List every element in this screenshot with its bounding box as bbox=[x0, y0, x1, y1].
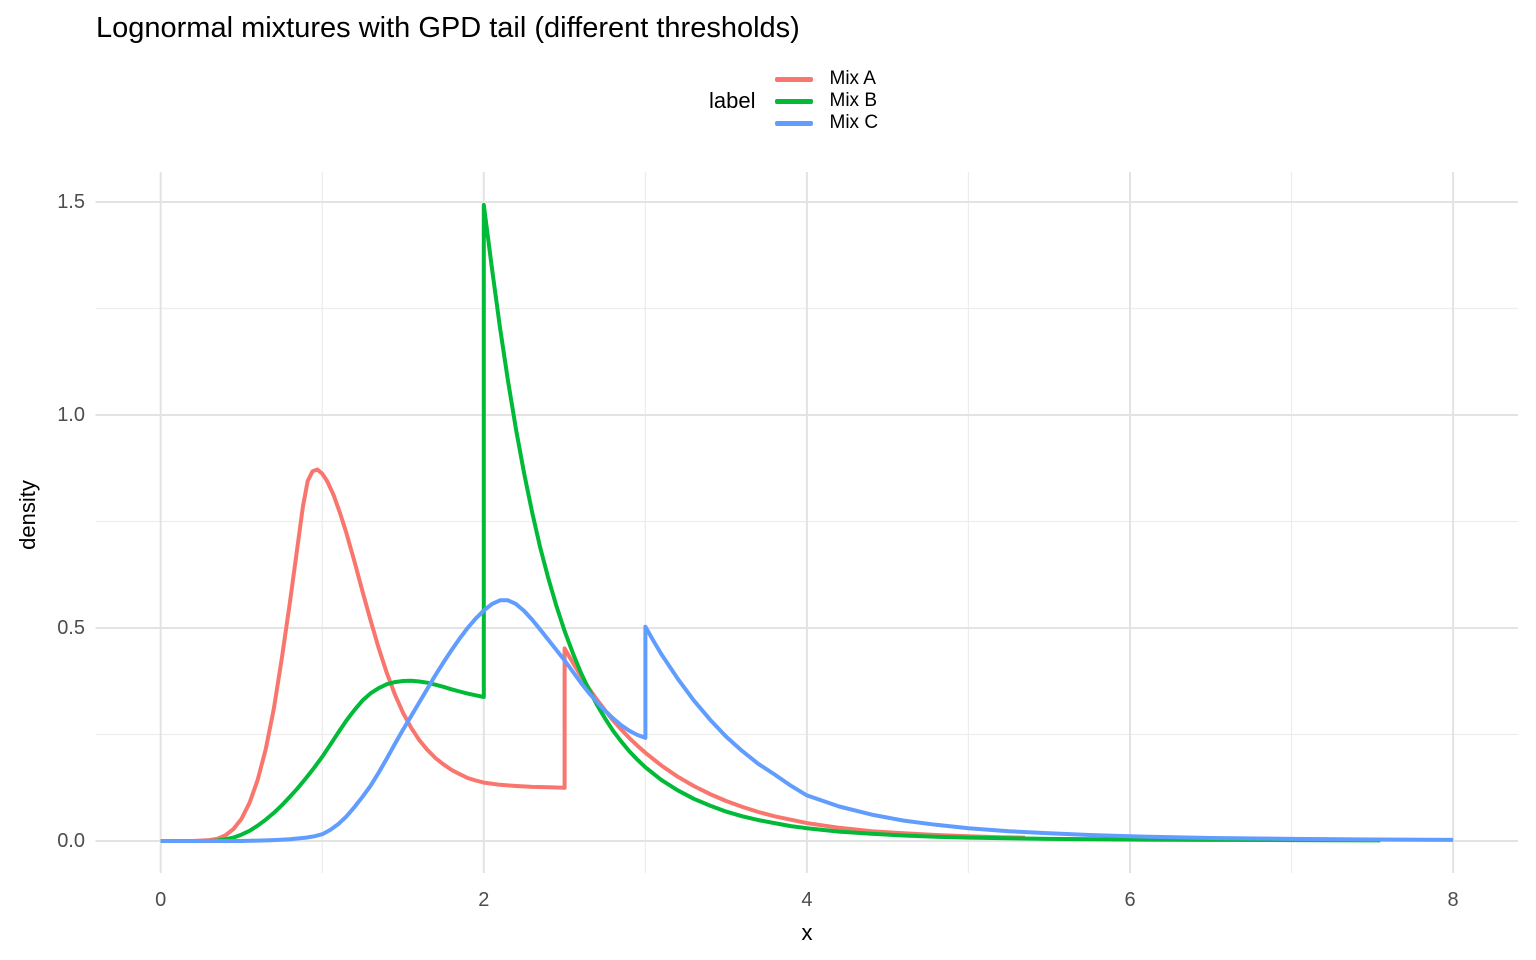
legend-key-line-icon bbox=[775, 120, 814, 126]
x-tick-label: 8 bbox=[1447, 889, 1459, 911]
x-axis-title: x bbox=[801, 920, 813, 945]
y-tick-label: 1.5 bbox=[57, 191, 85, 213]
chart-title: Lognormal mixtures with GPD tail (differ… bbox=[96, 12, 800, 44]
series-line-mix-a bbox=[160, 467, 1026, 843]
legend-item-mix-c: Mix C bbox=[775, 112, 905, 134]
x-tick-label: 0 bbox=[155, 889, 167, 911]
y-tick-label: 0.0 bbox=[57, 830, 85, 852]
series-line-mix-b bbox=[160, 203, 1381, 843]
legend-key-line-icon bbox=[775, 76, 814, 82]
legend-key-line-icon bbox=[775, 98, 814, 104]
x-tick-label: 2 bbox=[478, 889, 490, 911]
legend-items: Mix A Mix B Mix C bbox=[775, 68, 905, 134]
legend-item-label: Mix B bbox=[829, 90, 877, 111]
y-tick-label: 0.5 bbox=[57, 617, 85, 639]
x-tick-label: 6 bbox=[1124, 889, 1136, 911]
y-axis-title: density bbox=[15, 480, 40, 550]
legend-item-mix-a: Mix A bbox=[775, 68, 877, 90]
x-tick-label: 4 bbox=[801, 889, 813, 911]
legend-item-mix-b: Mix B bbox=[775, 90, 877, 112]
legend-title: label bbox=[709, 88, 756, 113]
legend: label Mix A Mix B Mix C bbox=[709, 68, 905, 133]
legend-item-label: Mix C bbox=[829, 112, 879, 133]
series-line-mix-c bbox=[160, 598, 1454, 843]
y-tick-label: 1.0 bbox=[57, 404, 85, 426]
legend-item-label: Mix A bbox=[829, 68, 876, 89]
